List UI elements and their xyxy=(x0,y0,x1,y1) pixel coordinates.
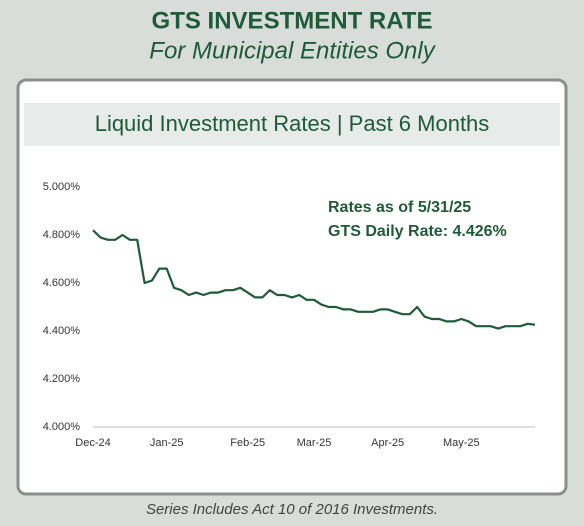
y-tick-label: 4.000% xyxy=(43,421,81,433)
annotation: Rates as of 5/31/25 xyxy=(328,199,471,216)
y-tick-label: 5.000% xyxy=(43,181,81,193)
rate-line xyxy=(92,229,536,330)
y-tick-label: 4.600% xyxy=(43,277,81,289)
x-tick-label: Mar-25 xyxy=(297,437,332,449)
x-tick-label: May-25 xyxy=(443,437,480,449)
y-tick-label: 4.200% xyxy=(43,373,81,385)
x-tick-label: Feb-25 xyxy=(230,437,265,449)
chart-title: Liquid Investment Rates | Past 6 Months xyxy=(95,111,490,136)
annotation: GTS Daily Rate: 4.426% xyxy=(328,223,507,240)
page-title: GTS INVESTMENT RATE xyxy=(152,7,433,34)
x-tick-label: Jan-25 xyxy=(150,437,184,449)
footer-note: Series Includes Act 10 of 2016 Investmen… xyxy=(146,501,438,518)
x-tick-label: Dec-24 xyxy=(75,437,110,449)
y-tick-label: 4.800% xyxy=(43,229,81,241)
x-tick-label: Apr-25 xyxy=(371,437,404,449)
panel xyxy=(16,78,568,496)
chart-header xyxy=(24,103,560,146)
page-subtitle: For Municipal Entities Only xyxy=(149,37,436,64)
y-tick-label: 4.400% xyxy=(43,325,81,337)
